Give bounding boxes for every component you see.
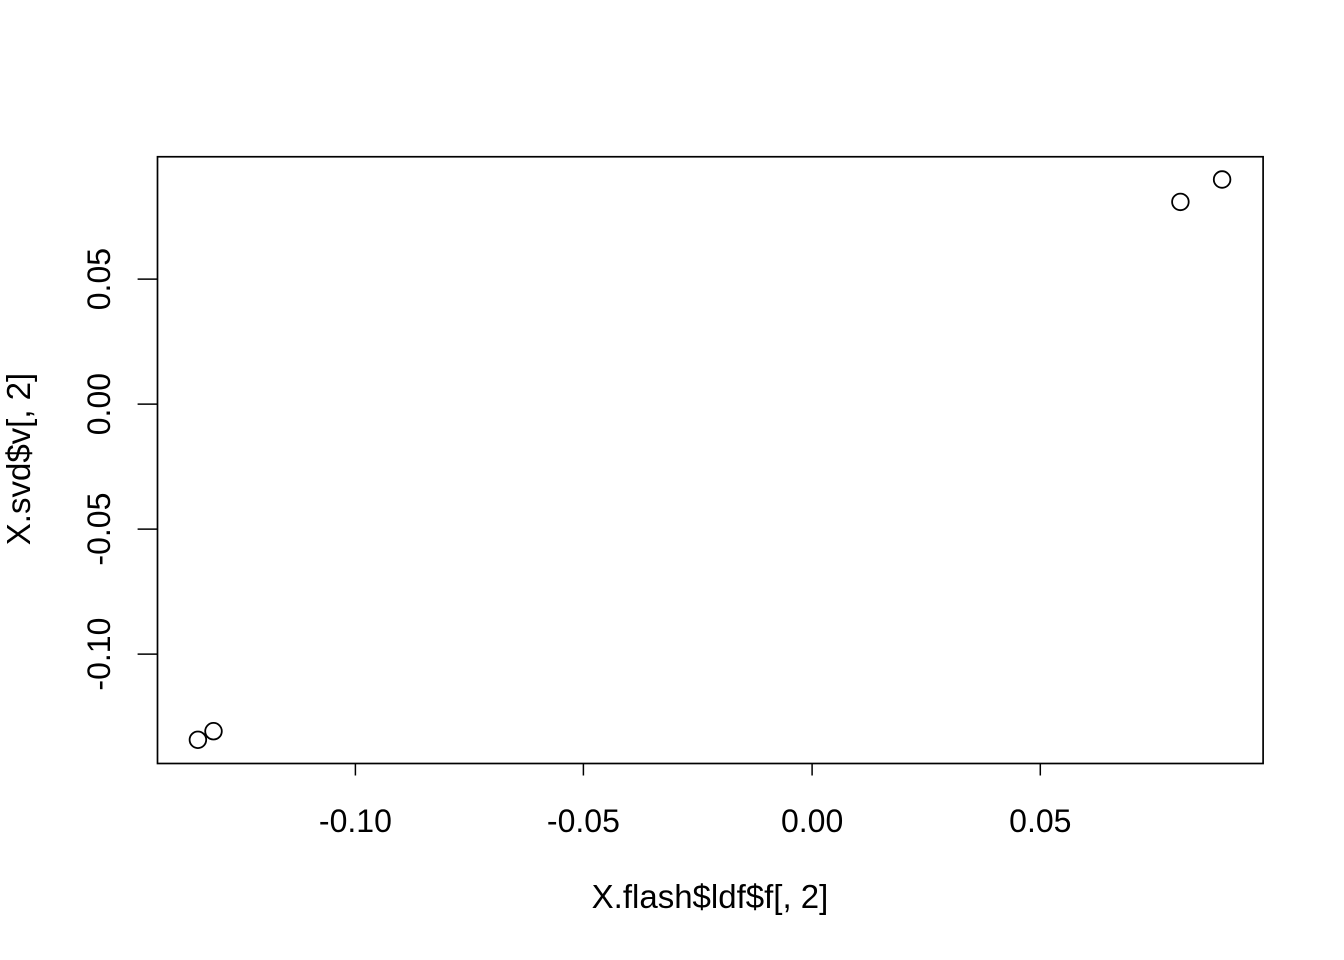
svg-text:X.svd$v[, 2]: X.svd$v[, 2] <box>0 373 37 545</box>
svg-text:X.flash$ldf$f[, 2]: X.flash$ldf$f[, 2] <box>592 878 829 915</box>
svg-text:-0.05: -0.05 <box>81 493 117 566</box>
svg-text:-0.10: -0.10 <box>81 618 117 691</box>
svg-text:-0.10: -0.10 <box>319 803 392 839</box>
svg-text:0.05: 0.05 <box>1009 803 1071 839</box>
svg-text:0.00: 0.00 <box>781 803 843 839</box>
svg-text:0.05: 0.05 <box>81 248 117 310</box>
svg-text:0.00: 0.00 <box>81 373 117 435</box>
svg-text:-0.05: -0.05 <box>547 803 620 839</box>
